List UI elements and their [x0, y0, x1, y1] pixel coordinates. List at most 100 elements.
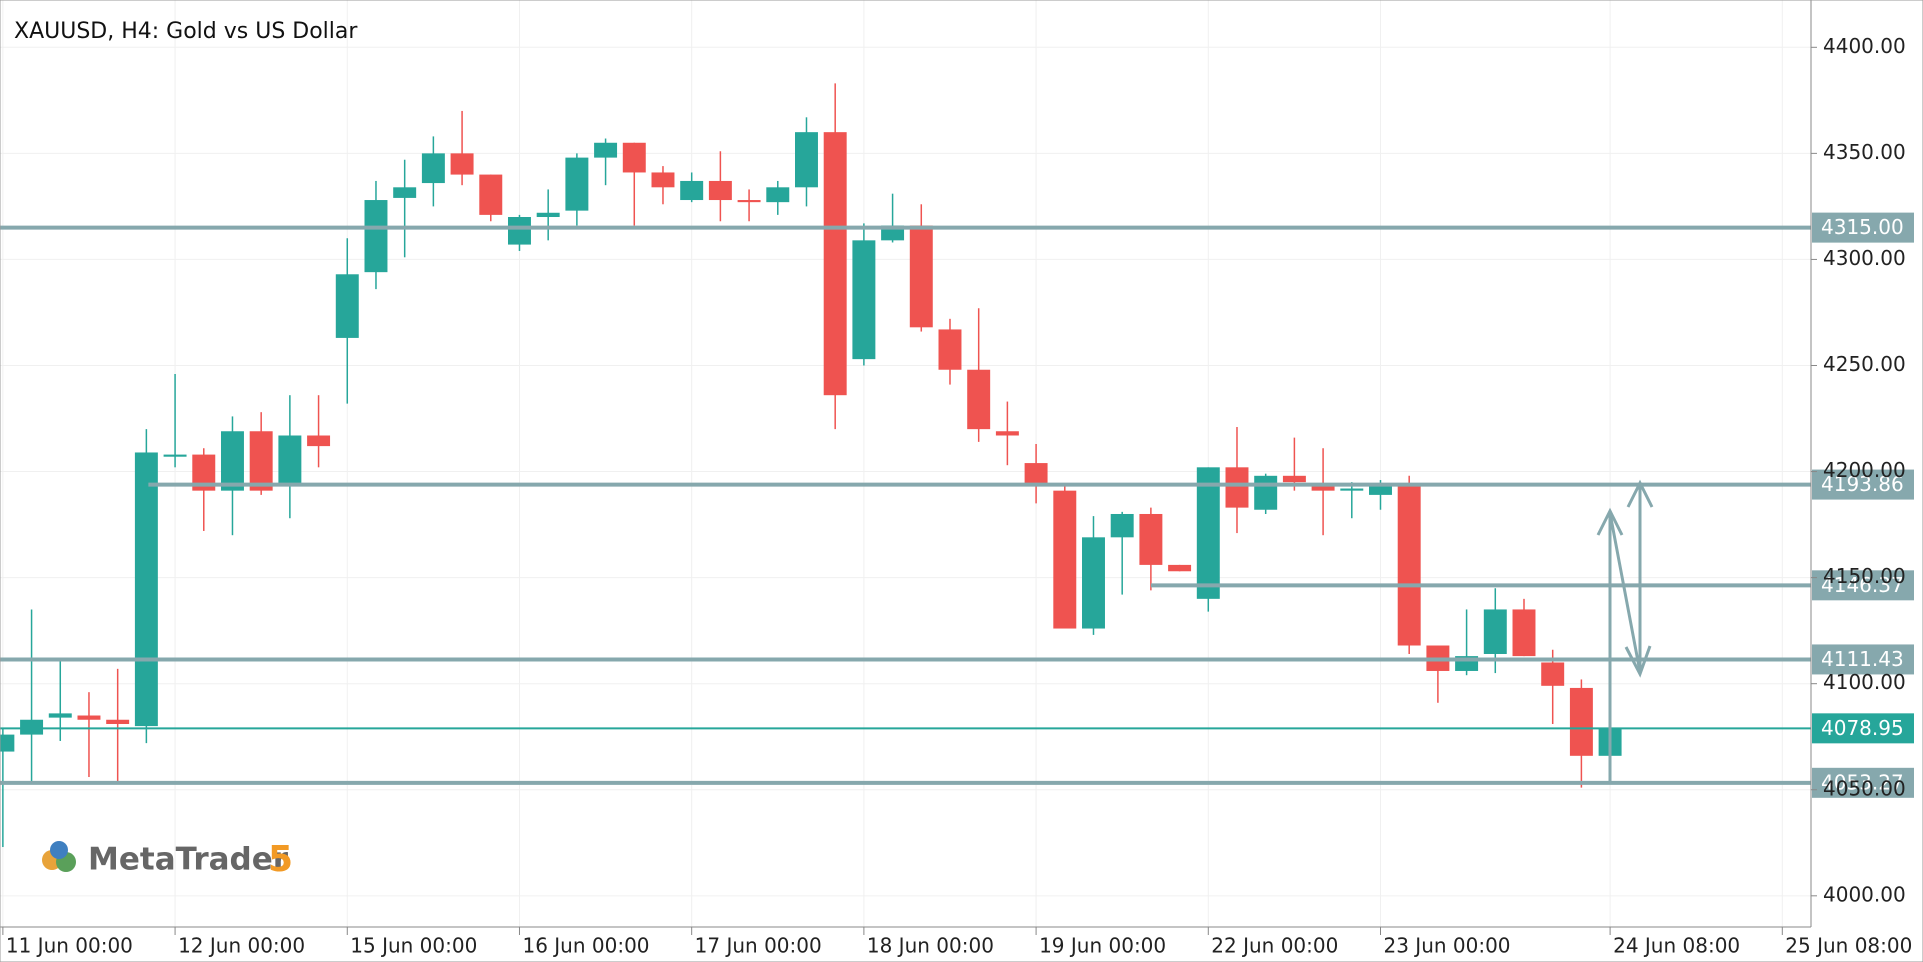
candle-body	[106, 719, 130, 724]
y-tick-label: 4000.00	[1823, 882, 1906, 906]
candle-body	[48, 713, 72, 718]
candle-body	[1340, 488, 1364, 491]
arrow-path	[1608, 485, 1642, 782]
level-label: 4315.00	[1821, 215, 1904, 239]
level-label: 4111.43	[1821, 647, 1904, 671]
x-tick-label: 19 Jun 00:00	[1039, 934, 1166, 958]
arrow-head	[1624, 645, 1652, 678]
candle-body	[852, 240, 876, 360]
candle-body	[307, 435, 331, 447]
candle-body	[20, 719, 44, 735]
level-label: 4078.95	[1821, 716, 1904, 740]
level-label: 4193.86	[1821, 472, 1904, 496]
candle-body	[708, 180, 732, 201]
x-tick-label: 15 Jun 00:00	[350, 934, 477, 958]
level-label-bg	[1812, 767, 1914, 798]
candle-body	[421, 153, 445, 184]
candle-body	[278, 435, 302, 487]
candle-body	[335, 274, 359, 338]
x-tick-label: 18 Jun 00:00	[867, 934, 994, 958]
levels: 4315.00 4193.86 4146.37 4111.43 4078.95 4053.…	[0, 212, 1914, 798]
candle-body	[795, 132, 818, 188]
level-label-bg	[1812, 570, 1914, 601]
candle-body	[1196, 467, 1220, 599]
candle-body	[1569, 687, 1593, 756]
candle-body	[1110, 513, 1134, 538]
candle-body	[1168, 564, 1192, 572]
x-tick-label: 24 Jun 08:00	[1613, 934, 1740, 958]
level-label-bg	[1812, 644, 1914, 675]
candle-body	[1282, 475, 1306, 483]
arrow-head	[1626, 479, 1654, 508]
candle-body	[220, 431, 244, 491]
candle-body	[622, 142, 646, 173]
level-label-bg	[1812, 713, 1914, 744]
level-label: 4053.27	[1821, 770, 1904, 794]
candle-body	[1311, 484, 1335, 491]
y-tick-label: 4150.00	[1823, 564, 1906, 588]
x-tick-label: 22 Jun 00:00	[1211, 934, 1338, 958]
candle-body	[1397, 486, 1421, 646]
candle-body	[536, 212, 560, 218]
candle-body	[249, 431, 273, 491]
candle-body	[823, 132, 847, 396]
candle-body	[737, 200, 761, 203]
y-tick-label: 4200.00	[1823, 458, 1906, 482]
candle-body	[507, 217, 531, 245]
y-tick-label: 4100.00	[1823, 670, 1906, 694]
x-tick-label: 25 Jun 08:00	[1785, 934, 1912, 958]
candle-body	[1541, 662, 1565, 686]
candle-body	[1369, 486, 1392, 495]
logo-text: MetaTrader	[88, 842, 289, 878]
arrow-drawing	[1596, 479, 1654, 782]
candle-body	[967, 369, 991, 430]
y-tick-label: 4400.00	[1823, 34, 1906, 58]
x-tick-label: 23 Jun 00:00	[1383, 934, 1510, 958]
x-tick-label: 12 Jun 00:00	[178, 934, 305, 958]
candle-body	[680, 180, 704, 201]
candles	[0, 83, 1622, 848]
chart-title: XAUUSD, H4: Gold vs US Dollar	[14, 19, 358, 44]
candle-body	[1053, 490, 1077, 629]
candle-body	[909, 225, 933, 328]
logo: MetaTrader 5	[42, 839, 293, 880]
candle-body	[766, 187, 790, 203]
candle-body	[1139, 513, 1163, 565]
y-tick-label: 4050.00	[1823, 776, 1906, 800]
candle-body	[565, 157, 589, 211]
candle-body	[134, 452, 158, 727]
level-label: 4146.37	[1821, 573, 1904, 597]
logo-icon	[50, 841, 68, 859]
candle-body	[0, 734, 15, 752]
candle-body	[1483, 609, 1507, 654]
x-tick-label: 11 Jun 00:00	[6, 934, 133, 958]
level-label-bg	[1812, 212, 1914, 243]
candle-body	[364, 200, 388, 273]
candle-body	[450, 153, 474, 175]
candle-body	[479, 174, 503, 215]
x-tick-label: 17 Jun 00:00	[695, 934, 822, 958]
candle-body	[192, 454, 216, 491]
candle-body	[1082, 537, 1105, 629]
candle-body	[77, 715, 101, 720]
axes: 4000.00 4050.00 4100.00 4150.00 4200.00 4250.…	[2, 34, 1912, 958]
candle-body	[163, 454, 187, 457]
y-tick-label: 4300.00	[1823, 246, 1906, 270]
y-tick-label: 4350.00	[1823, 140, 1906, 164]
candle-body	[594, 142, 618, 158]
candle-body	[651, 172, 675, 188]
candle-body	[995, 431, 1019, 436]
candle-body	[938, 329, 962, 370]
x-tick-label: 16 Jun 00:00	[522, 934, 649, 958]
logo-number: 5	[268, 839, 293, 880]
candle-body	[393, 187, 417, 198]
level-label-bg	[1812, 469, 1914, 500]
arrow-head	[1596, 507, 1624, 536]
candle-body	[1254, 475, 1278, 510]
candle-body	[1225, 467, 1249, 508]
candle-body	[1024, 463, 1048, 487]
y-tick-label: 4250.00	[1823, 352, 1906, 376]
